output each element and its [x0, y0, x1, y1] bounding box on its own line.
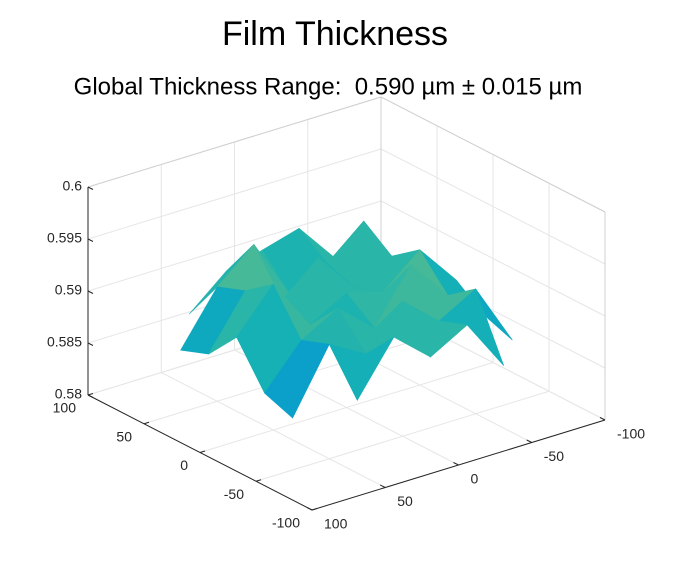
x-tick-label: -50 [224, 486, 244, 502]
tick-mark [255, 479, 262, 482]
tick-mark [526, 439, 532, 443]
tick-mark [599, 417, 606, 421]
grid-line [380, 148, 606, 265]
tick-mark [380, 484, 386, 488]
tick-mark [311, 508, 318, 511]
tick-mark [87, 394, 94, 398]
x-tick-label: 50 [116, 428, 132, 444]
y-tick-label: -50 [544, 448, 564, 464]
y-tick-label: 50 [397, 493, 413, 509]
y-tick-label: -100 [617, 426, 645, 442]
z-tick-label: 0.6 [63, 178, 83, 194]
tick-mark [87, 186, 94, 190]
tick-mark [87, 290, 94, 294]
tick-mark [87, 342, 94, 346]
y-tick-label: 100 [324, 516, 348, 532]
x-tick-label: -100 [272, 515, 300, 531]
x-tick-label: 0 [180, 457, 188, 473]
z-tick-label: 0.595 [47, 230, 82, 246]
grid-line [380, 200, 606, 317]
tick-mark [453, 462, 459, 466]
box-edge [380, 96, 606, 213]
tick-mark [143, 421, 150, 425]
grid-line [87, 148, 382, 240]
tick-mark [87, 393, 94, 396]
z-tick-label: 0.59 [55, 282, 82, 298]
chart-subtitle: Global Thickness Range: 0.590 µm ± 0.015… [74, 73, 583, 100]
x-tick-label: 100 [53, 400, 77, 416]
y-tick-label: 0 [471, 471, 479, 487]
grid-line [87, 200, 382, 292]
grid-line [161, 372, 386, 488]
tick-mark [306, 507, 313, 511]
tick-mark [87, 238, 94, 242]
surface-patch [264, 340, 330, 419]
chart-title: Film Thickness [222, 15, 448, 53]
tick-mark [199, 450, 206, 453]
box-edge [87, 96, 382, 188]
z-tick-label: 0.58 [55, 386, 82, 402]
z-tick-label: 0.585 [47, 334, 82, 350]
